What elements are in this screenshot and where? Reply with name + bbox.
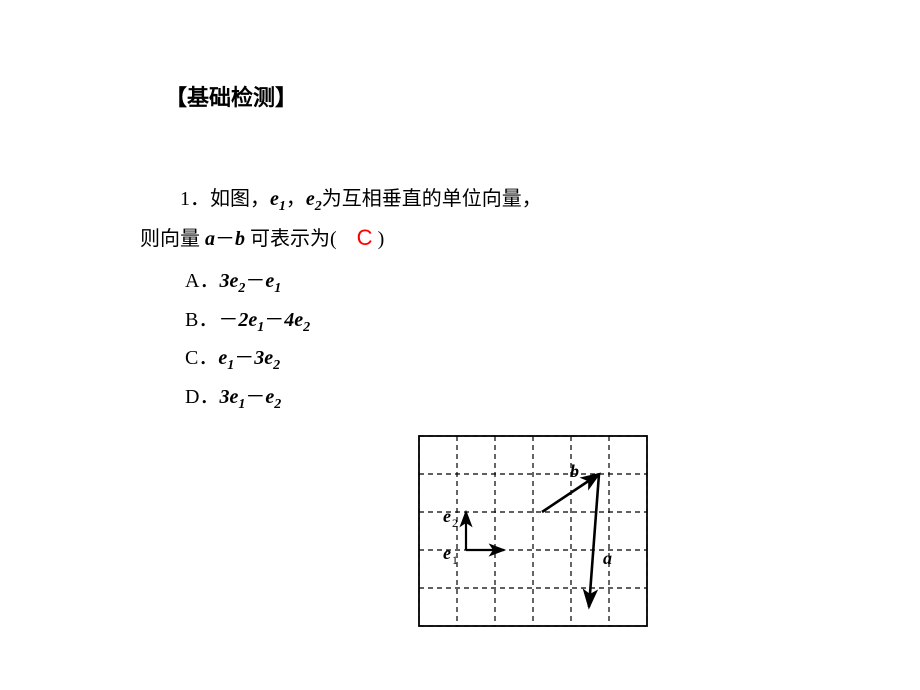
vector-figure: e1e2ba bbox=[415, 432, 650, 632]
svg-text:b: b bbox=[570, 461, 579, 481]
options-block: A．3e2－e1 B．－2e1－4e2 C．e1－3e2 D．3e1－e2 bbox=[185, 264, 780, 417]
q-b: b bbox=[235, 228, 245, 250]
option-a: A．3e2－e1 bbox=[185, 264, 780, 302]
opt-d-label: D． bbox=[185, 386, 219, 408]
svg-text:e: e bbox=[443, 543, 451, 563]
opt-b-2: 4e bbox=[284, 309, 303, 331]
opt-a-label: A． bbox=[185, 270, 219, 292]
q-a: a bbox=[205, 228, 215, 250]
svg-text:e: e bbox=[443, 506, 451, 526]
opt-c-2: 3e bbox=[254, 347, 273, 369]
q-e2-sub: 2 bbox=[315, 199, 322, 214]
q-comma: ， bbox=[286, 188, 306, 210]
opt-c-op: － bbox=[234, 347, 254, 369]
opt-a-2: e bbox=[265, 270, 274, 292]
q-e2: e bbox=[306, 188, 315, 210]
svg-text:1: 1 bbox=[452, 554, 458, 567]
svg-text:2: 2 bbox=[452, 517, 458, 530]
option-d: D．3e1－e2 bbox=[185, 380, 780, 418]
answer-letter: C bbox=[357, 225, 373, 250]
opt-c-label: C． bbox=[185, 347, 218, 369]
question-block: 1．如图，e1，e2为互相垂直的单位向量， 则向量 a－b 可表示为( C ) bbox=[140, 182, 780, 256]
opt-b-label: B． bbox=[185, 309, 218, 331]
svg-text:a: a bbox=[603, 548, 612, 568]
opt-d-s2: 2 bbox=[274, 397, 281, 412]
q-e1: e bbox=[270, 188, 279, 210]
q-e1-sub: 1 bbox=[279, 199, 286, 214]
slide-content: 【基础检测】 1．如图，e1，e2为互相垂直的单位向量， 则向量 a－b 可表示… bbox=[0, 0, 920, 690]
opt-d-2: e bbox=[265, 386, 274, 408]
opt-b-pre: － bbox=[218, 309, 238, 331]
q-minus: － bbox=[215, 228, 235, 250]
option-c: C．e1－3e2 bbox=[185, 341, 780, 379]
section-title: 【基础检测】 bbox=[165, 80, 780, 112]
q-text-1: 如图， bbox=[210, 188, 270, 210]
opt-a-op: － bbox=[245, 270, 265, 292]
opt-b-1: 2e bbox=[238, 309, 257, 331]
opt-a-1: 3e bbox=[219, 270, 238, 292]
opt-b-s2: 2 bbox=[303, 320, 310, 335]
opt-d-1: 3e bbox=[219, 386, 238, 408]
opt-b-op: － bbox=[264, 309, 284, 331]
opt-c-1: e bbox=[218, 347, 227, 369]
figure-svg: e1e2ba bbox=[415, 432, 650, 627]
q-text-2: 为互相垂直的单位向量， bbox=[322, 188, 542, 210]
opt-c-s2: 2 bbox=[273, 358, 280, 373]
opt-d-op: － bbox=[245, 386, 265, 408]
q-text-4: 可表示为( C ) bbox=[245, 228, 384, 250]
q-number: 1． bbox=[180, 188, 210, 210]
opt-a-s2: 1 bbox=[274, 281, 281, 296]
q-text-3: 则向量 bbox=[140, 228, 205, 250]
option-b: B．－2e1－4e2 bbox=[185, 303, 780, 341]
